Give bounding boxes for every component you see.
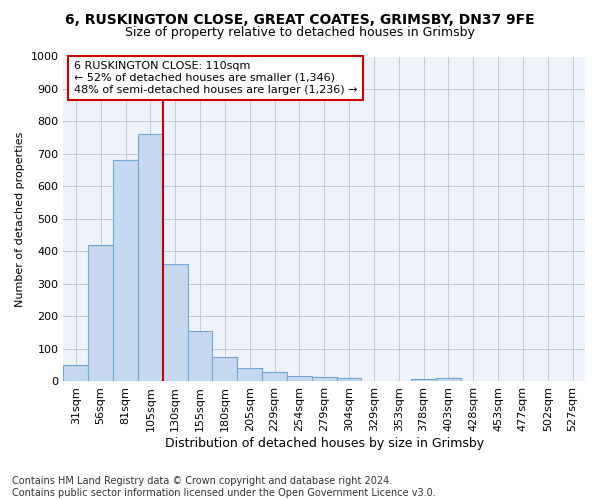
Bar: [411, 379, 436, 382]
Bar: [113, 160, 138, 382]
Bar: [138, 134, 163, 382]
Bar: [287, 376, 312, 382]
Bar: [237, 368, 262, 382]
Text: Contains HM Land Registry data © Crown copyright and database right 2024.
Contai: Contains HM Land Registry data © Crown c…: [12, 476, 436, 498]
Text: 6, RUSKINGTON CLOSE, GREAT COATES, GRIMSBY, DN37 9FE: 6, RUSKINGTON CLOSE, GREAT COATES, GRIMS…: [65, 12, 535, 26]
Y-axis label: Number of detached properties: Number of detached properties: [15, 132, 25, 306]
Bar: [337, 378, 361, 382]
Bar: [64, 365, 88, 382]
Bar: [436, 378, 461, 382]
Text: Size of property relative to detached houses in Grimsby: Size of property relative to detached ho…: [125, 26, 475, 39]
Bar: [212, 357, 237, 382]
Bar: [312, 376, 337, 382]
Bar: [262, 372, 287, 382]
Bar: [88, 245, 113, 382]
Text: 6 RUSKINGTON CLOSE: 110sqm
← 52% of detached houses are smaller (1,346)
48% of s: 6 RUSKINGTON CLOSE: 110sqm ← 52% of deta…: [74, 62, 358, 94]
Bar: [188, 331, 212, 382]
X-axis label: Distribution of detached houses by size in Grimsby: Distribution of detached houses by size …: [164, 437, 484, 450]
Bar: [163, 264, 188, 382]
